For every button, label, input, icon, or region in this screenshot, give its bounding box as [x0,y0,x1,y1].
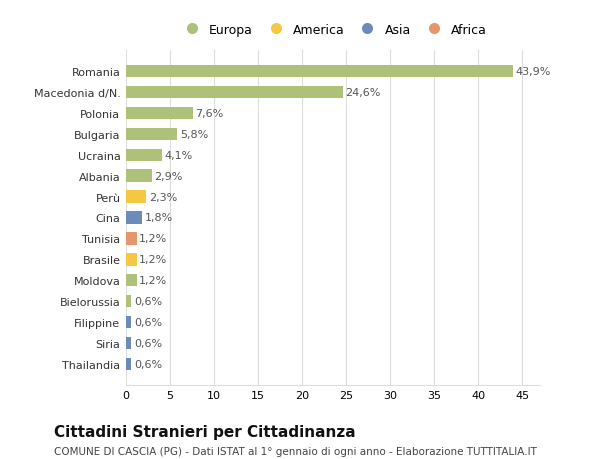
Text: 0,6%: 0,6% [134,297,162,307]
Text: 2,3%: 2,3% [149,192,177,202]
Text: 1,2%: 1,2% [139,275,167,285]
Text: 1,8%: 1,8% [145,213,173,223]
Bar [126,129,177,141]
Bar [126,107,193,120]
Bar [126,191,146,203]
Text: 0,6%: 0,6% [134,317,162,327]
Bar [126,66,512,78]
Text: 24,6%: 24,6% [346,88,381,98]
Bar [126,316,131,329]
Text: 2,9%: 2,9% [154,171,182,181]
Legend: Europa, America, Asia, Africa: Europa, America, Asia, Africa [175,20,491,40]
Bar [126,170,152,183]
Text: 0,6%: 0,6% [134,359,162,369]
Bar [126,233,137,245]
Text: 1,2%: 1,2% [139,255,167,265]
Text: 5,8%: 5,8% [180,129,208,140]
Bar [126,87,343,99]
Bar [126,149,162,162]
Bar [126,274,137,287]
Bar [126,212,142,224]
Text: Cittadini Stranieri per Cittadinanza: Cittadini Stranieri per Cittadinanza [54,425,356,440]
Text: 7,6%: 7,6% [196,109,224,119]
Bar [126,295,131,308]
Bar [126,253,137,266]
Text: 0,6%: 0,6% [134,338,162,348]
Bar [126,337,131,349]
Text: 43,9%: 43,9% [515,67,551,77]
Text: COMUNE DI CASCIA (PG) - Dati ISTAT al 1° gennaio di ogni anno - Elaborazione TUT: COMUNE DI CASCIA (PG) - Dati ISTAT al 1°… [54,446,537,456]
Text: 1,2%: 1,2% [139,234,167,244]
Bar [126,358,131,370]
Text: 4,1%: 4,1% [165,151,193,161]
